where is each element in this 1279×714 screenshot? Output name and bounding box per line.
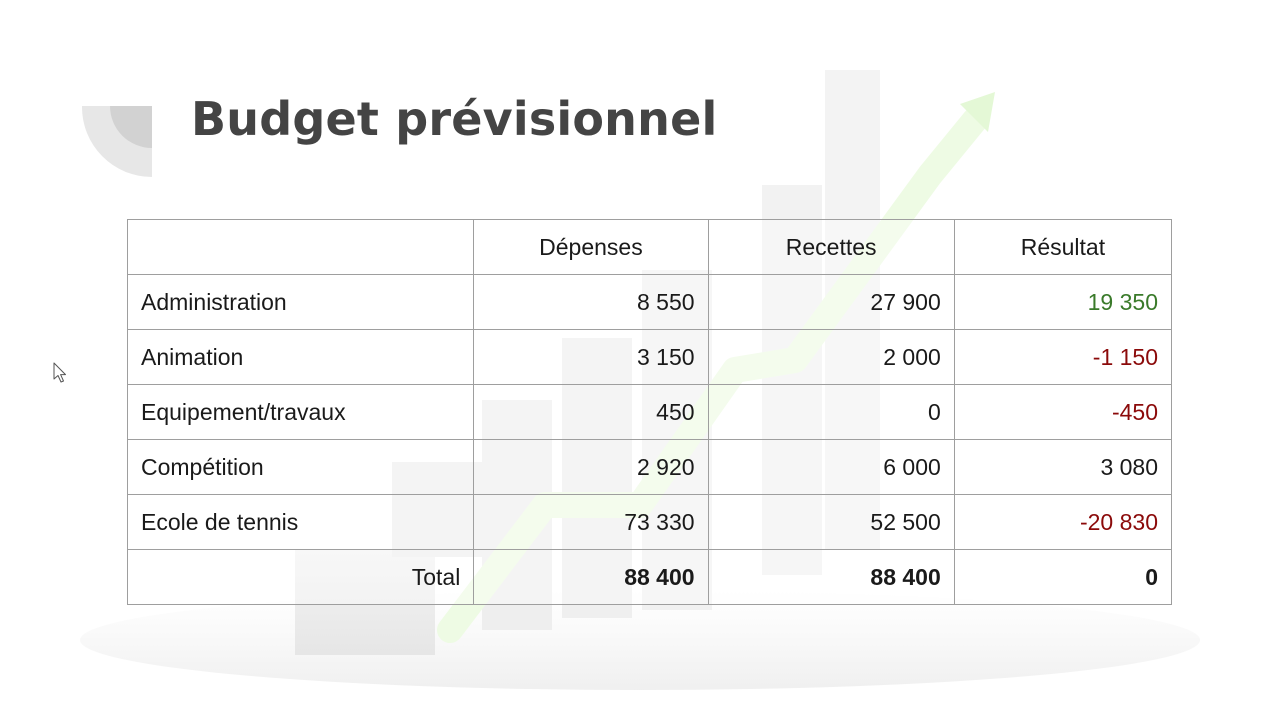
row-label: Compétition (126, 439, 475, 495)
total-recettes-cell: 88 400 (707, 549, 955, 605)
depenses-cell: 73 330 (473, 494, 709, 550)
depenses-cell: 3 150 (473, 329, 709, 385)
page-title: Budget prévisionnel (191, 92, 718, 146)
recettes-cell: 6 000 (707, 439, 955, 495)
table-row: Administration 8 550 27 900 19 350 (126, 274, 1173, 330)
table-header-row: Dépenses Recettes Résultat (126, 219, 1173, 275)
resultat-cell: 3 080 (953, 439, 1173, 495)
total-depenses-cell: 88 400 (473, 549, 709, 605)
budget-table: Dépenses Recettes Résultat Administratio… (126, 219, 1173, 605)
table-row: Animation 3 150 2 000 -1 150 (126, 329, 1173, 385)
row-label: Animation (126, 329, 475, 385)
column-header-recettes: Recettes (707, 219, 955, 275)
table-row: Ecole de tennis 73 330 52 500 -20 830 (126, 494, 1173, 550)
row-label: Administration (126, 274, 475, 330)
column-header-depenses: Dépenses (473, 219, 709, 275)
mouse-pointer-icon (53, 362, 66, 383)
total-row: Total 88 400 88 400 0 (126, 549, 1173, 605)
recettes-cell: 52 500 (707, 494, 955, 550)
row-label: Equipement/travaux (126, 384, 475, 440)
recettes-cell: 2 000 (707, 329, 955, 385)
total-resultat-cell: 0 (953, 549, 1173, 605)
recettes-cell: 27 900 (707, 274, 955, 330)
total-label: Total (126, 549, 475, 605)
recettes-cell: 0 (707, 384, 955, 440)
row-label: Ecole de tennis (126, 494, 475, 550)
depenses-cell: 450 (473, 384, 709, 440)
resultat-cell: -450 (953, 384, 1173, 440)
column-header-resultat: Résultat (953, 219, 1173, 275)
depenses-cell: 2 920 (473, 439, 709, 495)
resultat-cell: 19 350 (953, 274, 1173, 330)
resultat-cell: -20 830 (953, 494, 1173, 550)
table-row: Compétition 2 920 6 000 3 080 (126, 439, 1173, 495)
column-header-label (126, 219, 475, 275)
corner-decoration-icon (81, 106, 152, 177)
depenses-cell: 8 550 (473, 274, 709, 330)
resultat-cell: -1 150 (953, 329, 1173, 385)
table-row: Equipement/travaux 450 0 -450 (126, 384, 1173, 440)
